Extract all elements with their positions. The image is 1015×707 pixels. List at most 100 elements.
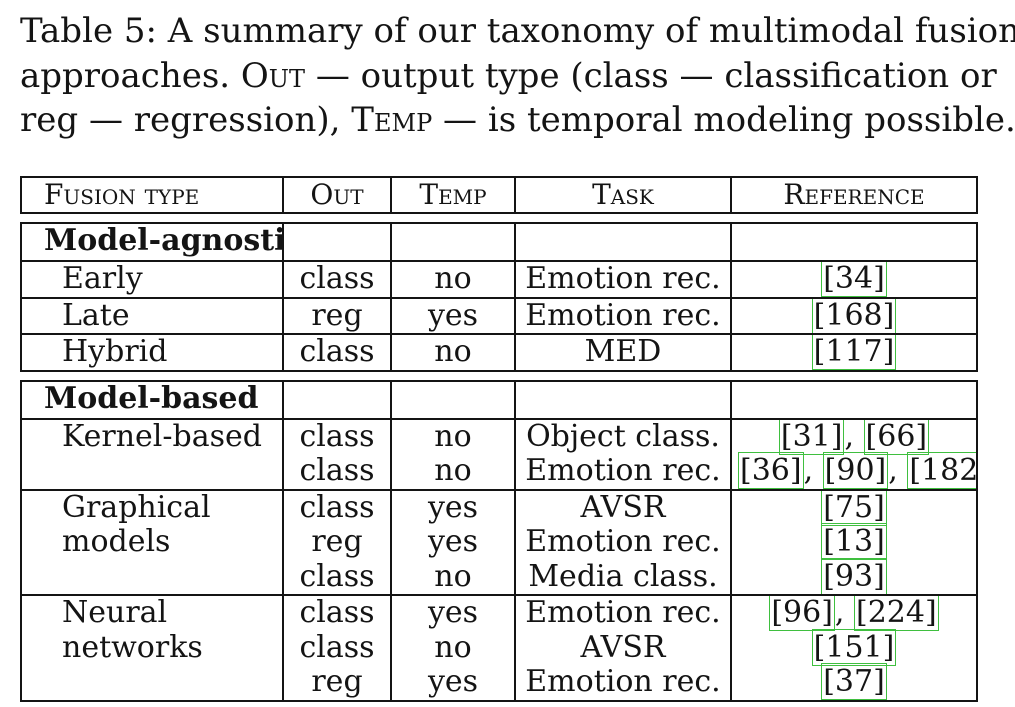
table-row: Early class no Emotion rec. [34] [20, 260, 978, 298]
reference-line: [93] [738, 557, 970, 595]
temp-value: no [434, 453, 472, 488]
reference-cell: [34] [730, 260, 978, 298]
header-fusion-type: Fusion type [20, 176, 284, 214]
empty-cell [730, 222, 978, 261]
fusion-type-line: Graphical [62, 489, 211, 525]
fusion-type-line: Neural [62, 595, 168, 630]
task-value: Emotion rec. [525, 453, 721, 488]
temp-value: no [434, 334, 472, 369]
out-value: class [299, 558, 375, 594]
header-out: Out [282, 176, 392, 214]
fusion-type-cell: Graphical models [20, 488, 284, 595]
caption-label: Table 5: [20, 11, 157, 51]
out-cell: reg [282, 296, 392, 334]
citation-link[interactable]: [31] [778, 418, 845, 455]
task-value: Emotion rec. [525, 664, 721, 699]
citation-link[interactable]: [13] [821, 523, 887, 560]
table-row: Graphical models class reg class yes yes no AVSR… [20, 488, 978, 595]
temp-value: yes [427, 489, 479, 525]
task-cell: Object class. Emotion rec. [514, 417, 732, 490]
reference-line: [34] [738, 262, 970, 297]
task-value: AVSR [580, 629, 666, 665]
out-value: class [299, 453, 375, 488]
out-value: reg [311, 297, 363, 333]
reference-line: [117] [738, 334, 970, 369]
temp-cell: yes no yes [390, 594, 516, 702]
out-cell: class reg class [282, 488, 392, 595]
empty-cell [390, 222, 516, 261]
table-row: Neural networks class class reg yes no yes Emoti… [20, 594, 978, 702]
spacer-cell [21, 213, 977, 223]
task-value: Emotion rec. [525, 261, 721, 296]
temp-cell: no no [390, 417, 516, 490]
fusion-type-line: Early [62, 261, 143, 296]
citation-link[interactable]: [93] [821, 557, 887, 595]
reference-line: [36], [90], [182] [738, 452, 975, 489]
citation-link[interactable]: [224] [854, 595, 939, 631]
caption-out-label: Out [240, 55, 306, 96]
citation-link[interactable]: [37] [821, 663, 887, 699]
citation-link[interactable]: [96] [769, 595, 835, 631]
task-cell: AVSR Emotion rec. Media class. [514, 488, 732, 595]
out-value: class [299, 489, 375, 525]
task-value: AVSR [580, 489, 666, 525]
out-value: class [299, 334, 375, 369]
empty-cell [514, 222, 732, 261]
task-value: MED [584, 334, 662, 369]
table-body: Model-agnostic Early class no Emotion rec. [3… [20, 213, 978, 702]
citation-link[interactable]: [182] [907, 452, 975, 489]
temp-cell: yes [390, 296, 516, 334]
caption-text-2b: — output type (class — classification or [315, 55, 997, 96]
table-row: Hybrid class no MED [117] [20, 333, 978, 372]
fusion-type-cell: Hybrid [20, 333, 284, 372]
reference-line: [151] [738, 628, 970, 666]
task-value: Media class. [528, 558, 718, 594]
task-cell: Emotion rec. [514, 260, 732, 298]
group-name: Model-agnostic [20, 222, 284, 261]
caption-text-1: A summary of our taxonomy of multimodal … [167, 11, 1015, 51]
caption-text-3a: reg — regression), [20, 100, 341, 140]
reference-cell: [31], [66][36], [90], [182] [730, 417, 978, 490]
reference-line: [31], [66] [778, 418, 930, 455]
task-cell: Emotion rec. AVSR Emotion rec. [514, 594, 732, 702]
header-temp: Temp [390, 176, 516, 214]
out-value: class [299, 418, 375, 454]
out-cell: class class reg [282, 594, 392, 702]
fusion-type-line: Hybrid [62, 334, 168, 369]
fusion-type-cell: Neural networks [20, 594, 284, 702]
group-spacer [21, 213, 977, 223]
citation-link[interactable]: [34] [821, 261, 887, 297]
task-cell: Emotion rec. [514, 296, 732, 334]
caption-text-2a: approaches. [20, 55, 231, 96]
fusion-type-line: networks [62, 629, 203, 665]
header-task: Task [514, 176, 732, 214]
citation-link[interactable]: [90] [822, 452, 889, 489]
reference-line: [75] [738, 491, 970, 526]
table-row: Late reg yes Emotion rec. [168] [20, 296, 978, 334]
caption-line-3: reg — regression), Temp — is temporal mo… [20, 98, 1015, 143]
out-value: reg [311, 524, 363, 559]
empty-cell [282, 379, 392, 419]
temp-value: yes [427, 664, 479, 699]
spacer-cell [21, 371, 977, 381]
citation-link[interactable]: [75] [821, 489, 887, 526]
citation-link[interactable]: [66] [863, 418, 930, 455]
group-spacer [21, 371, 977, 381]
citation-link[interactable]: [36] [738, 452, 804, 489]
temp-value: yes [427, 524, 479, 559]
table-caption: Table 5: A summary of our taxonomy of mu… [20, 9, 1015, 143]
group-header-row: Model-based [20, 379, 978, 419]
fusion-taxonomy-table: Fusion type Out Temp Task Reference Mode… [20, 176, 978, 702]
caption-text-3b: — is temporal modeling possible. [443, 100, 1015, 140]
out-value: reg [311, 664, 363, 699]
task-value: Emotion rec. [525, 524, 721, 559]
fusion-type-cell: Early [20, 260, 284, 298]
citation-link[interactable]: [117] [811, 334, 897, 369]
reference-line: [13] [738, 523, 970, 560]
temp-value: no [434, 558, 472, 594]
citation-link[interactable]: [168] [811, 297, 897, 334]
task-cell: MED [514, 333, 732, 372]
reference-line: [96], [224] [769, 595, 939, 631]
citation-link[interactable]: [151] [811, 628, 897, 666]
temp-value: yes [427, 297, 479, 333]
